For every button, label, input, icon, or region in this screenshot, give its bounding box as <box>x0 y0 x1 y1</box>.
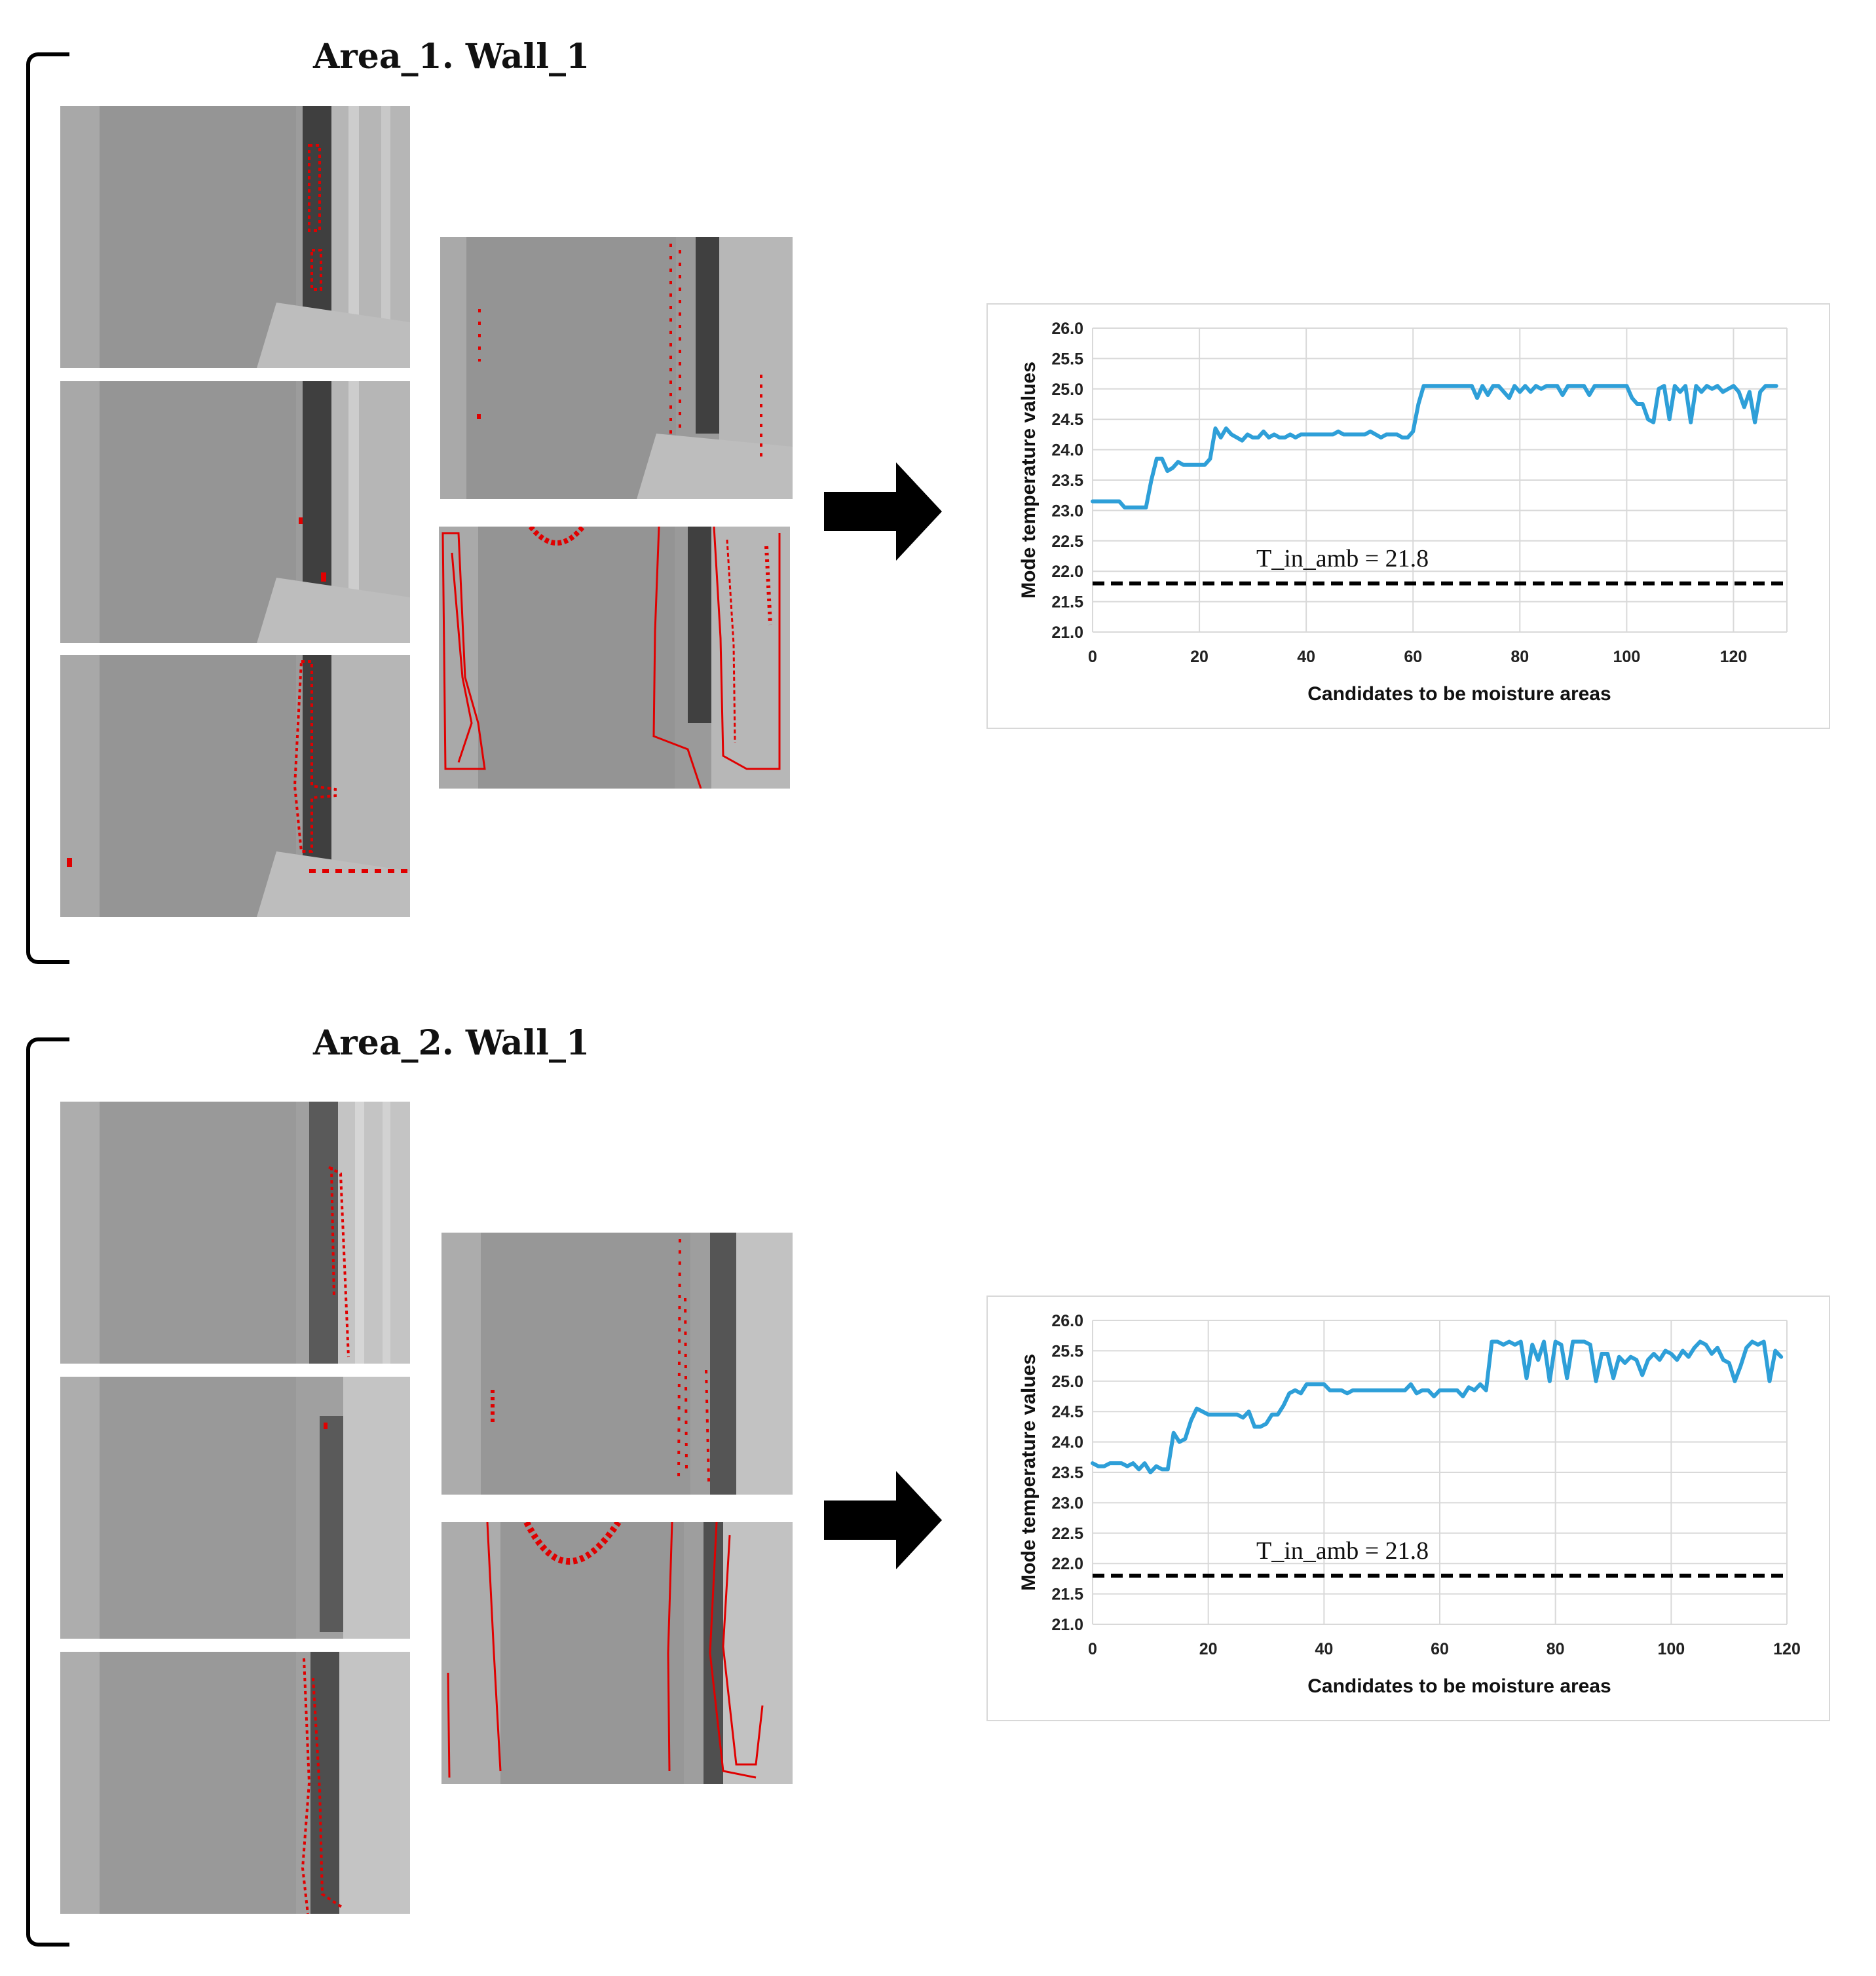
y-tick-label: 21.0 <box>1051 624 1083 642</box>
reference-line-label: T_in_amb = 21.8 <box>1256 545 1429 572</box>
x-axis-title: Candidates to be moisture areas <box>1307 1675 1611 1697</box>
thermal-image-1a <box>60 106 410 368</box>
y-tick-label: 26.0 <box>1051 1312 1083 1330</box>
x-tick-label: 120 <box>1720 648 1748 666</box>
x-tick-label: 20 <box>1190 648 1209 666</box>
y-tick-label: 22.0 <box>1051 563 1083 581</box>
y-tick-label: 23.5 <box>1051 1464 1083 1482</box>
thermal-image-1c <box>60 655 410 917</box>
x-tick-label: 120 <box>1773 1640 1801 1658</box>
x-axis-title: Candidates to be moisture areas <box>1307 683 1611 705</box>
x-tick-label: 0 <box>1088 648 1097 666</box>
y-tick-label: 25.0 <box>1051 1373 1083 1391</box>
chart-grid <box>1092 1320 1788 1625</box>
y-tick-label: 26.0 <box>1051 320 1083 338</box>
panel-1-title: Area_1. Wall_1 <box>313 37 590 77</box>
y-tick-label: 23.5 <box>1051 472 1083 490</box>
panel-1-bracket <box>26 52 69 964</box>
x-tick-label: 60 <box>1404 648 1422 666</box>
y-tick-label: 21.5 <box>1051 593 1083 612</box>
panel-2-title: Area_2. Wall_1 <box>313 1023 590 1063</box>
chart-1-svg: 21.0 21.5 22.0 22.5 23.0 23.5 24.0 24.5 25.0 25.5… <box>1018 320 1788 705</box>
thermal-image-2d <box>441 1233 793 1495</box>
thermal-image-2b <box>60 1377 410 1639</box>
x-tick-label: 80 <box>1547 1640 1565 1658</box>
thermal-image-2a <box>60 1102 410 1364</box>
y-axis-title: Mode temperature values <box>1018 1354 1040 1591</box>
y-tick-label: 24.5 <box>1051 411 1083 429</box>
x-tick-label: 100 <box>1657 1640 1685 1658</box>
x-tick-label: 40 <box>1315 1640 1333 1658</box>
thermal-image-2c <box>60 1652 410 1914</box>
x-tick-label: 60 <box>1431 1640 1449 1658</box>
thermal-image-1b <box>60 381 410 643</box>
series-line <box>1091 1339 1784 1474</box>
y-tick-label: 24.0 <box>1051 1434 1083 1452</box>
thermal-image-1e <box>439 527 790 789</box>
x-tick-label: 40 <box>1297 648 1315 666</box>
y-tick-label: 25.5 <box>1051 1342 1083 1360</box>
reference-line-label: T_in_amb = 21.8 <box>1256 1537 1429 1565</box>
y-tick-label: 22.5 <box>1051 532 1083 551</box>
y-tick-label: 24.0 <box>1051 441 1083 460</box>
chart-2: 21.0 21.5 22.0 22.5 23.0 23.5 24.0 24.5 25.0 25.5… <box>986 1296 1830 1721</box>
y-tick-label: 23.0 <box>1051 1494 1083 1512</box>
y-tick-label: 23.0 <box>1051 502 1083 520</box>
y-tick-label: 22.0 <box>1051 1555 1083 1573</box>
thermal-image-2e <box>441 1522 793 1784</box>
y-tick-label: 22.5 <box>1051 1525 1083 1543</box>
chart-2-svg: 21.0 21.5 22.0 22.5 23.0 23.5 24.0 24.5 25.0 25.5… <box>1018 1312 1801 1697</box>
arrow-right-icon-1 <box>824 462 942 561</box>
x-tick-label: 100 <box>1613 648 1641 666</box>
y-tick-label: 25.5 <box>1051 350 1083 368</box>
panel-2-bracket <box>26 1037 69 1947</box>
chart-1: 21.0 21.5 22.0 22.5 23.0 23.5 24.0 24.5 25.0 25.5… <box>986 303 1830 729</box>
x-tick-label: 20 <box>1199 1640 1218 1658</box>
x-tick-label: 0 <box>1088 1640 1097 1658</box>
x-tick-label: 80 <box>1510 648 1529 666</box>
series-line <box>1091 384 1778 510</box>
thermal-image-1d <box>440 237 793 499</box>
y-tick-label: 21.0 <box>1051 1616 1083 1634</box>
y-tick-label: 25.0 <box>1051 381 1083 399</box>
y-tick-label: 21.5 <box>1051 1586 1083 1604</box>
y-axis-title: Mode temperature values <box>1018 362 1040 599</box>
y-tick-label: 24.5 <box>1051 1403 1083 1421</box>
chart-grid <box>1092 327 1788 633</box>
arrow-right-icon-2 <box>824 1471 942 1569</box>
